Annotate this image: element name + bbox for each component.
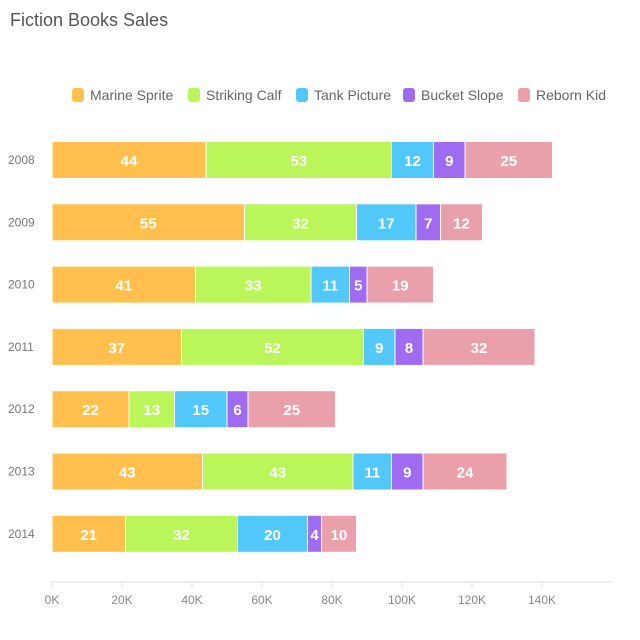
bar-segment[interactable] [394,327,424,366]
x-tick-label: 20K [111,593,132,607]
y-tick-label: 2011 [8,340,34,354]
bar-segment[interactable] [464,141,553,179]
data-label: 25 [283,402,300,419]
legend-item[interactable]: Tank Picture [296,84,391,106]
bar-segment[interactable] [244,203,357,242]
data-label: 41 [115,278,132,295]
x-tick-label: 140K [528,593,556,607]
chart-title: Fiction Books Sales [10,10,169,30]
bar-segment[interactable] [51,452,203,491]
legend-swatch [72,88,84,102]
data-label: 12 [453,215,470,232]
y-tick-label: 2009 [8,215,35,229]
bar-segment[interactable] [181,327,364,366]
bar-segment[interactable] [366,265,434,304]
data-label: 9 [403,465,411,482]
data-label: 12 [404,153,421,170]
data-label: 21 [80,527,97,544]
legend-swatch [518,88,530,102]
bar-segment[interactable] [51,141,207,179]
data-label: 8 [405,340,413,357]
legend-item[interactable]: Striking Calf [188,84,281,106]
y-tick-label: 2012 [8,402,35,416]
data-label: 33 [245,278,262,295]
chart-legend: Marine Sprite Striking Calf Tank Picture Bu… [0,84,640,106]
bar-segment[interactable] [51,390,130,429]
bar-segment[interactable] [174,390,228,429]
data-label: 13 [143,402,160,419]
data-label: 9 [445,153,453,170]
bar-segment[interactable] [433,141,466,179]
x-tick-label: 0K [45,593,60,607]
data-label: 7 [424,215,432,232]
data-label: 43 [119,465,136,482]
y-tick-label: 2013 [8,465,35,479]
x-tick-label: 60K [251,593,272,607]
legend-label: Tank Picture [314,87,392,103]
data-label: 6 [233,402,241,419]
legend-item[interactable]: Marine Sprite [72,84,173,106]
data-label: 15 [192,402,209,419]
data-label: 4 [310,527,319,544]
bar-segment[interactable] [440,203,483,242]
data-label: 55 [140,215,157,232]
legend-label: Reborn Kid [536,87,607,103]
y-tick-label: 2014 [8,527,35,541]
data-label: 20 [264,527,281,544]
data-label: 32 [173,527,190,544]
x-tick-label: 40K [181,593,202,607]
legend-label: Striking Calf [206,87,282,103]
legend-swatch [403,88,415,102]
bar-segment[interactable] [51,327,182,366]
x-tick-label: 80K [321,593,342,607]
bar-segment[interactable] [391,141,434,179]
bar-segment[interactable] [195,265,312,304]
data-label: 24 [457,465,474,482]
bar-segment[interactable] [51,265,196,304]
bar-segment[interactable] [310,265,350,304]
data-label: 37 [108,340,125,357]
legend-label: Bucket Slope [421,87,504,103]
bar-segment[interactable] [51,203,245,242]
data-label: 11 [322,278,338,295]
data-label: 43 [269,465,286,482]
legend-swatch [188,88,200,102]
data-label: 25 [500,153,517,170]
bar-segment[interactable] [352,452,392,491]
bar-segment[interactable] [205,141,392,179]
y-tick-label: 2010 [8,278,35,292]
data-label: 22 [82,402,99,419]
data-label: 17 [378,215,395,232]
data-label: 32 [471,340,488,357]
x-tick-label: 120K [458,593,486,607]
data-label: 53 [290,153,307,170]
bar-segment[interactable] [125,514,238,553]
bar-segment[interactable] [422,327,536,366]
legend-label: Marine Sprite [90,87,174,103]
bar-segment[interactable] [321,514,357,553]
data-label: 11 [364,465,380,482]
data-label: 5 [354,278,362,295]
legend-item[interactable]: Bucket Slope [403,84,504,106]
bar-segment[interactable] [247,390,336,429]
bar-segment[interactable] [422,452,508,491]
bar-segment[interactable] [237,514,308,553]
bar-segment[interactable] [128,390,175,429]
legend-item[interactable]: Reborn Kid [518,84,606,106]
bar-segment[interactable] [356,203,417,242]
data-label: 32 [292,215,309,232]
data-label: 52 [264,340,281,357]
x-tick-label: 100K [388,593,416,607]
legend-swatch [296,88,308,102]
y-tick-label: 2008 [8,153,35,167]
data-label: 10 [331,527,348,544]
data-label: 9 [375,340,383,357]
data-label: 19 [392,278,409,295]
data-label: 44 [121,153,138,170]
